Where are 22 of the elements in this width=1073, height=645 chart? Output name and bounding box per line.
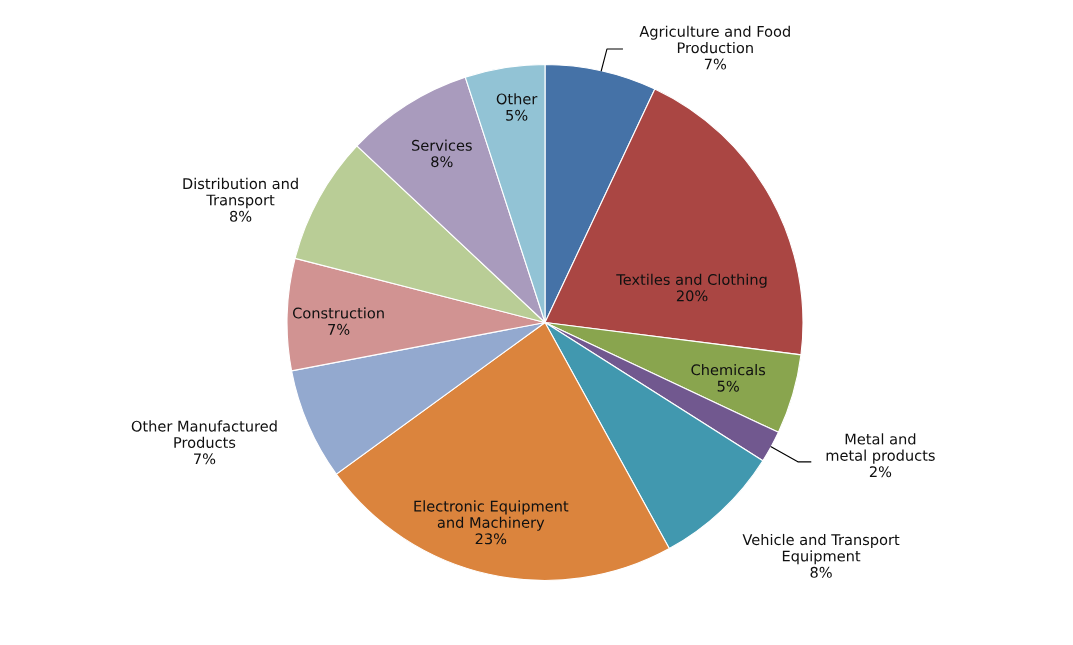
slice-label: Textiles and Clothing — [616, 273, 767, 288]
slice-label: Metal and metal products — [826, 433, 935, 464]
slice-label: Other — [496, 93, 538, 105]
data-label: 8% — [810, 566, 832, 578]
slice-label: Construction — [292, 307, 384, 319]
data-label: 20% — [676, 290, 708, 302]
slice-label: Agriculture and Food Production — [639, 25, 790, 54]
slice-label: Other Manufactured Products — [131, 420, 277, 448]
slice-label: Chemicals — [691, 364, 766, 376]
slice-label: Services — [412, 139, 472, 151]
slice-label: Distribution and Transport — [183, 177, 298, 209]
slice-label: Vehicle and Transport Equipment — [742, 533, 900, 565]
data-label: 5% — [506, 109, 528, 121]
slice-label: Electronic Equipment and Machinery — [414, 500, 569, 531]
data-label: 23% — [475, 533, 507, 545]
data-label: 7% — [328, 323, 350, 335]
data-label: 8% — [431, 156, 453, 168]
data-label: 5% — [717, 380, 739, 392]
data-label: 8% — [229, 210, 252, 222]
data-label: 7% — [704, 58, 727, 70]
data-label: 7% — [194, 453, 216, 465]
data-label: 2% — [869, 466, 892, 478]
